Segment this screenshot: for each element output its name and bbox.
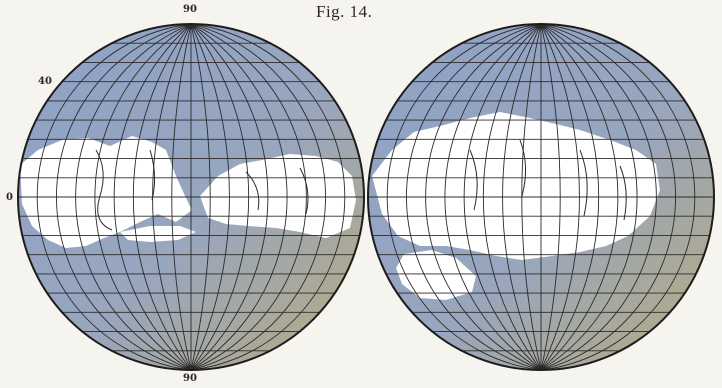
eastern-rivers	[469, 139, 627, 221]
western-graticule	[18, 24, 364, 370]
western-outline	[17, 23, 365, 371]
eastern-graticule	[368, 24, 714, 370]
north-pole-label: 90	[183, 4, 197, 15]
equator-label: 0	[6, 192, 13, 203]
north-america-land	[20, 136, 192, 248]
western-hemisphere	[17, 23, 365, 371]
antarctic-fringe-west	[120, 226, 196, 242]
figure-caption: Fig. 14.	[316, 2, 373, 21]
eastern-hemisphere	[367, 23, 715, 371]
latitude-40-label: 40	[38, 76, 52, 87]
eastern-outline	[367, 23, 715, 371]
western-rivers	[95, 149, 309, 231]
south-pole-label: 90	[183, 373, 197, 384]
africa-eurasia-land	[372, 112, 660, 260]
south-america-land	[200, 154, 356, 238]
